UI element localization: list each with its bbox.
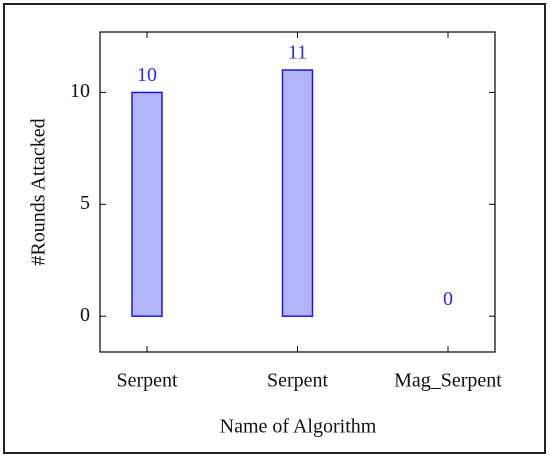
y-tick-label: 0 — [80, 304, 90, 326]
data-label: 11 — [288, 42, 307, 64]
outer-frame — [3, 3, 546, 454]
y-tick-label: 5 — [80, 192, 90, 214]
y-axis-label: #Rounds Attacked — [28, 118, 50, 265]
bar — [131, 91, 163, 317]
data-label: 10 — [137, 64, 157, 86]
x-tick-label: Serpent — [116, 370, 178, 392]
x-axis-label: Name of Algorithm — [220, 416, 377, 438]
x-tick-label: Mag_Serpent — [394, 370, 502, 392]
bar — [281, 69, 314, 317]
y-tick-label: 10 — [70, 80, 90, 102]
data-label: 0 — [443, 288, 453, 310]
x-tick-label: Serpent — [267, 370, 329, 392]
